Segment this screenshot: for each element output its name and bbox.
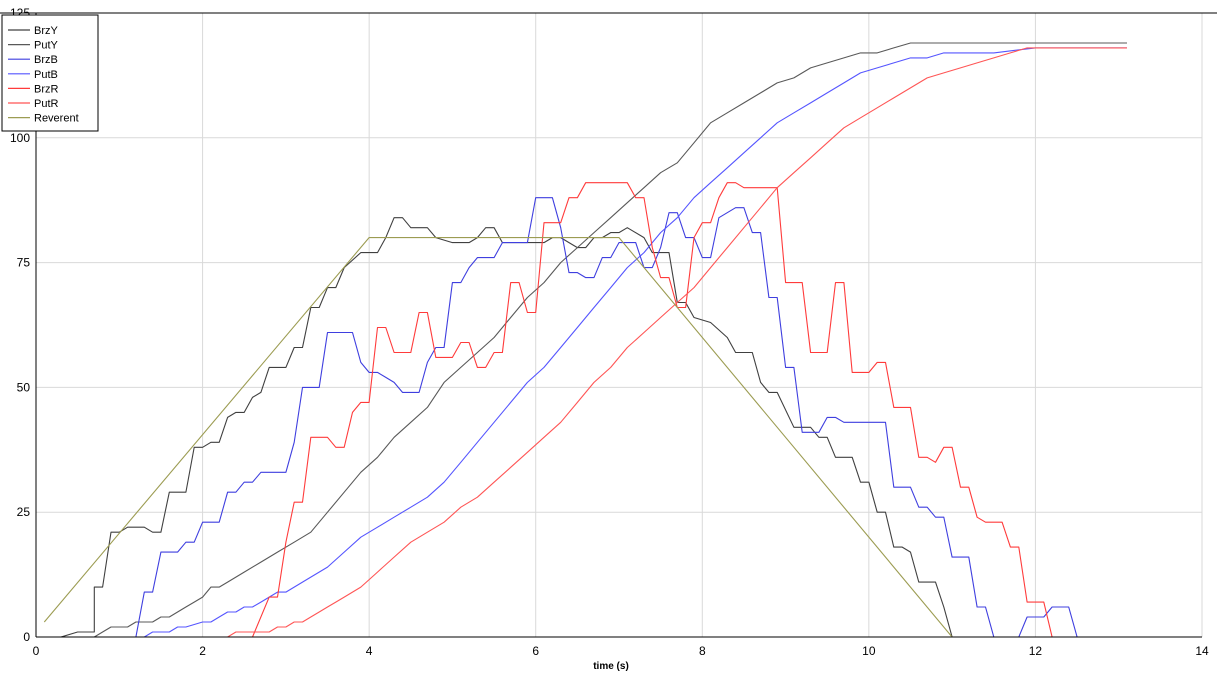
x-tick-label: 4 (366, 644, 373, 658)
x-tick-label: 8 (699, 644, 706, 658)
legend-label: BrzY (34, 25, 59, 37)
legend-label: BrzR (34, 83, 59, 95)
series-line-putb (135, 47, 1127, 638)
y-tick-label: 50 (17, 380, 31, 394)
x-tick-labels: 0 2 4 6 8 10 12 14 (33, 644, 1209, 658)
legend-label: BrzB (34, 54, 58, 66)
series-line-puty (94, 42, 1127, 638)
legend-box (1, 14, 99, 132)
x-tick-label: 14 (1195, 644, 1209, 658)
y-tick-label: 100 (10, 131, 30, 145)
series-layer (43, 42, 1127, 638)
plot-area (36, 13, 1202, 637)
legend-label: PutY (34, 40, 59, 52)
series-line-brzr (235, 182, 1053, 638)
y-tick-label: 25 (17, 505, 31, 519)
legend-label: PutB (34, 69, 58, 81)
x-tick-label: 12 (1029, 644, 1043, 658)
y-tick-label: 0 (23, 630, 30, 644)
series-line-putr (227, 47, 1127, 638)
series-line-reverent (43, 237, 953, 638)
x-axis-label: time (s) (593, 661, 629, 672)
y-tick-label: 75 (17, 256, 31, 270)
legend-label: Reverent (34, 113, 79, 125)
series-line-brzb (135, 197, 1078, 638)
x-tick-label: 10 (862, 644, 876, 658)
x-tick-label: 6 (532, 644, 539, 658)
x-tick-label: 2 (199, 644, 206, 658)
legend: BrzY PutY BrzB PutB BrzR PutR Reverent (1, 14, 99, 132)
x-tick-label: 0 (33, 644, 40, 658)
legend-label: PutR (34, 98, 59, 110)
